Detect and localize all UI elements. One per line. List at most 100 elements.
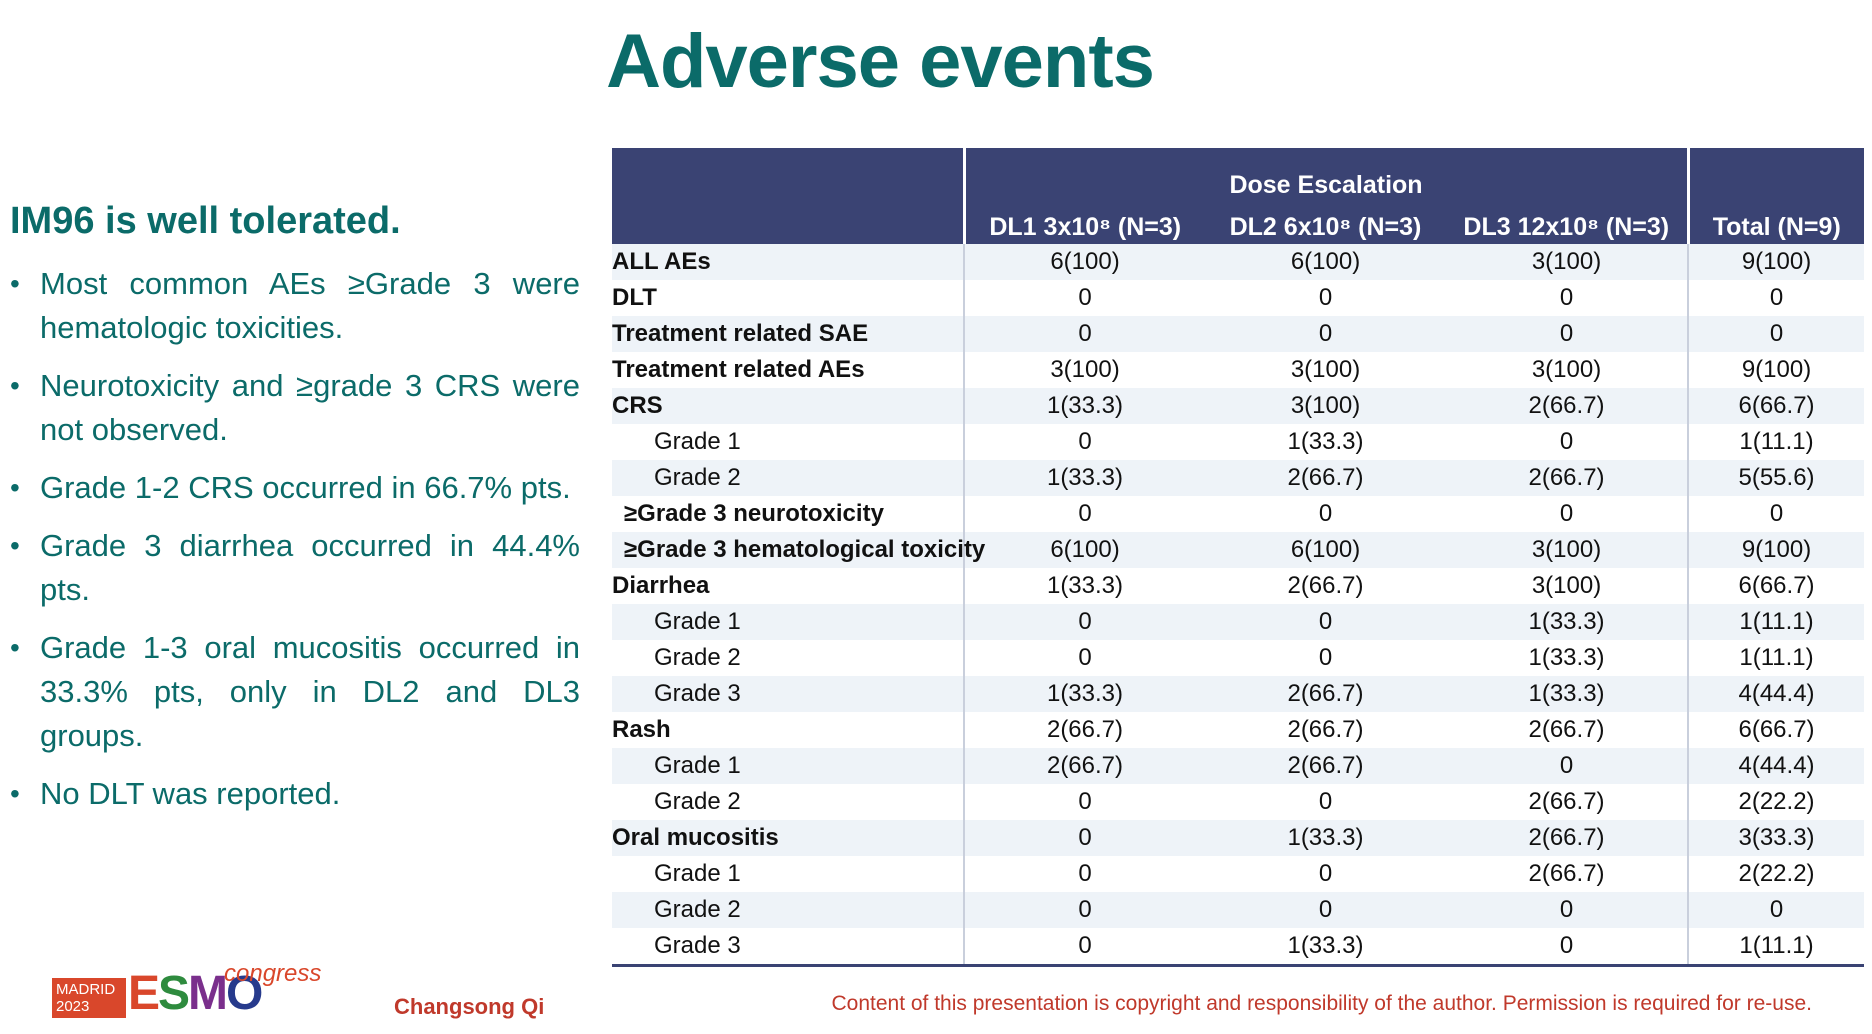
- table-cell: 0: [964, 316, 1205, 352]
- table-cell: 1(11.1): [1688, 640, 1864, 676]
- table-cell: 6(66.7): [1688, 712, 1864, 748]
- table-row: Grade 2 1(33.3) 2(66.7) 2(66.7) 5(55.6): [612, 460, 1864, 496]
- table-cell: 4(44.4): [1688, 676, 1864, 712]
- row-label: Grade 3: [612, 928, 964, 966]
- table-cell: 1(33.3): [1205, 928, 1446, 966]
- table-cell: 0: [964, 820, 1205, 856]
- table-cell: 3(100): [1205, 388, 1446, 424]
- table-cell: 0: [964, 640, 1205, 676]
- adverse-events-table: Dose Escalation DL1 3x10⁸ (N=3) DL2 6x10…: [612, 148, 1864, 967]
- table-cell: 1(33.3): [964, 676, 1205, 712]
- table-cell: 0: [1446, 748, 1688, 784]
- table-row: Treatment related SAE 0 0 0 0: [612, 316, 1864, 352]
- bullet-dot-icon: •: [10, 466, 20, 510]
- row-label: Grade 3: [612, 676, 964, 712]
- table-row: Grade 20000: [612, 892, 1864, 928]
- summary-bullet-list: • Most common AEs ≥Grade 3 were hematolog…: [10, 262, 580, 830]
- table-row: Grade 3 0 1(33.3) 0 1(11.1): [612, 928, 1864, 966]
- table-cell: 0: [1446, 928, 1688, 966]
- table-row: Oral mucositis 0 1(33.3) 2(66.7) 3(33.3): [612, 820, 1864, 856]
- logo-city-badge: MADRID 2023: [52, 978, 126, 1018]
- table-row: DLT 0 0 0 0: [612, 280, 1864, 316]
- table-cell: 1(33.3): [964, 388, 1205, 424]
- row-label: Grade 1: [612, 604, 964, 640]
- copyright-notice: Content of this presentation is copyrigh…: [831, 992, 1812, 1016]
- table-cell: 5(55.6): [1688, 460, 1864, 496]
- table-row: Grade 1 0 0 2(66.7) 2(22.2): [612, 856, 1864, 892]
- table-cell: 1(33.3): [1205, 424, 1446, 460]
- table-row: Grade 1 2(66.7) 2(66.7) 0 4(44.4): [612, 748, 1864, 784]
- table-cell: 2(66.7): [1446, 784, 1688, 820]
- table-cell: 0: [1688, 280, 1864, 316]
- bullet-dot-icon: •: [10, 364, 20, 408]
- slide-title: Adverse events: [0, 18, 1760, 105]
- row-label: Treatment related SAE: [612, 316, 964, 352]
- row-label: Grade 2: [612, 460, 964, 496]
- table-cell: 0: [1205, 280, 1446, 316]
- table-cell: 1(33.3): [1446, 604, 1688, 640]
- row-label: ALL AEs: [612, 244, 964, 280]
- table-cell: 4(44.4): [1688, 748, 1864, 784]
- table-cell: 2(66.7): [1205, 748, 1446, 784]
- table-row: ≥Grade 3 neurotoxicity 0 0 0 0: [612, 496, 1864, 532]
- table-cell: 0: [1205, 640, 1446, 676]
- table-cell: 0: [1205, 604, 1446, 640]
- table-cell: 6(100): [964, 532, 1205, 568]
- row-label: ≥Grade 3 neurotoxicity: [612, 496, 964, 532]
- bullet-dot-icon: •: [10, 772, 20, 816]
- table-cell: 0: [1688, 316, 1864, 352]
- dose-escalation-header: Dose Escalation: [964, 148, 1688, 200]
- header-blank-total: [1688, 148, 1864, 200]
- table-row: Rash 2(66.7) 2(66.7) 2(66.7) 6(66.7): [612, 712, 1864, 748]
- row-label: Oral mucositis: [612, 820, 964, 856]
- column-header-dl1: DL1 3x10⁸ (N=3): [964, 200, 1205, 244]
- table-cell: 6(66.7): [1688, 388, 1864, 424]
- logo-congress-text: congress: [224, 960, 321, 988]
- table-cell: 2(22.2): [1688, 784, 1864, 820]
- row-label: Diarrhea: [612, 568, 964, 604]
- table-cell: 3(100): [1205, 352, 1446, 388]
- row-label: Grade 1: [612, 424, 964, 460]
- table-row: Diarrhea 1(33.3) 2(66.7) 3(100) 6(66.7): [612, 568, 1864, 604]
- table-cell: 2(66.7): [1205, 460, 1446, 496]
- table-cell: 2(66.7): [1446, 820, 1688, 856]
- column-header-dl3: DL3 12x10⁸ (N=3): [1446, 200, 1688, 244]
- row-label: ≥Grade 3 hematological toxicity: [612, 532, 964, 568]
- table-cell: 0: [1446, 424, 1688, 460]
- table-row: Grade 2 0 0 1(33.3) 1(11.1): [612, 640, 1864, 676]
- table-cell: 9(100): [1688, 532, 1864, 568]
- table-cell: 6(100): [1205, 244, 1446, 280]
- table-cell: 1(33.3): [1446, 640, 1688, 676]
- header-label-col: [612, 200, 964, 244]
- table-cell: 0: [964, 928, 1205, 966]
- table-row: Grade 1 0 0 1(33.3) 1(11.1): [612, 604, 1864, 640]
- table-cell: 6(100): [964, 244, 1205, 280]
- table-row: Grade 2 0 0 2(66.7) 2(22.2): [612, 784, 1864, 820]
- bullet-dot-icon: •: [10, 524, 20, 568]
- table-cell: 1(33.3): [964, 460, 1205, 496]
- bullet-dot-icon: •: [10, 262, 20, 306]
- row-label: Grade 2: [612, 784, 964, 820]
- table-row: Grade 1 0 1(33.3) 0 1(11.1): [612, 424, 1864, 460]
- table-row: Treatment related AEs 3(100) 3(100) 3(100) 9…: [612, 352, 1864, 388]
- table-cell: 0: [964, 496, 1205, 532]
- row-label: CRS: [612, 388, 964, 424]
- table-cell: 1(11.1): [1688, 604, 1864, 640]
- table-cell: 1(33.3): [964, 568, 1205, 604]
- row-label: Grade 2: [612, 640, 964, 676]
- column-header-total: Total (N=9): [1688, 200, 1864, 244]
- table-cell: 0: [1688, 892, 1864, 928]
- bullet-item: • Most common AEs ≥Grade 3 were hematolog…: [10, 262, 580, 350]
- table-cell: 0: [964, 856, 1205, 892]
- table-cell: 0: [1446, 316, 1688, 352]
- table-cell: 0: [964, 892, 1205, 928]
- bullet-item: • Grade 1-3 oral mucositis occurred in 33…: [10, 626, 580, 758]
- row-label: Treatment related AEs: [612, 352, 964, 388]
- table-cell: 3(33.3): [1688, 820, 1864, 856]
- table-cell: 2(66.7): [1446, 712, 1688, 748]
- table-cell: 2(66.7): [1205, 568, 1446, 604]
- adverse-events-table-body: ALL AEs 6(100) 6(100) 3(100) 9(100) DLT 0 0 0 0 Tr…: [612, 244, 1864, 966]
- table-cell: 9(100): [1688, 244, 1864, 280]
- table-cell: 1(11.1): [1688, 424, 1864, 460]
- table-cell: 0: [1446, 496, 1688, 532]
